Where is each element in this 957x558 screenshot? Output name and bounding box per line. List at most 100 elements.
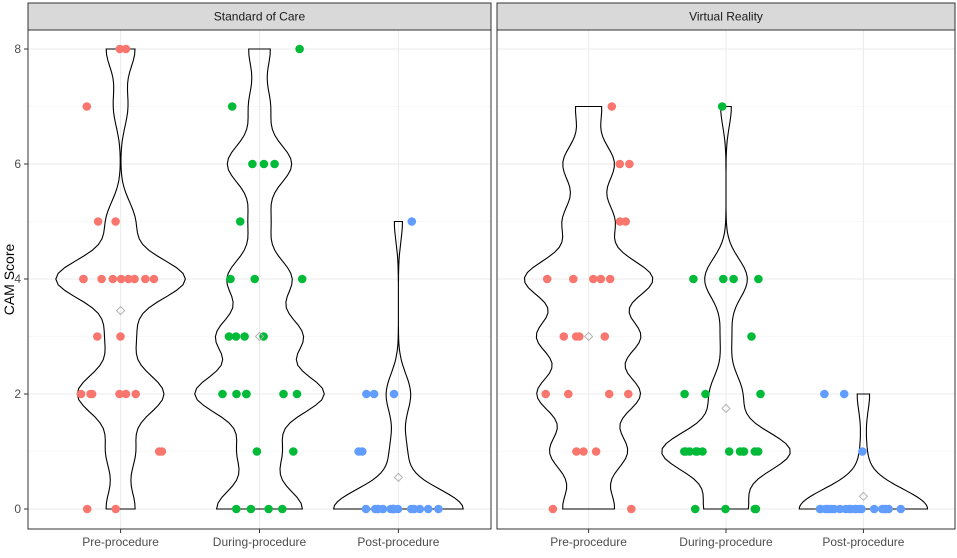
data-point xyxy=(121,389,131,399)
data-point xyxy=(591,447,601,456)
data-point xyxy=(242,389,251,399)
data-point xyxy=(259,159,269,169)
data-point xyxy=(434,504,443,514)
data-point xyxy=(415,504,425,514)
data-point xyxy=(108,274,118,284)
data-point xyxy=(820,389,829,399)
x-tick-label: Pre-procedure xyxy=(550,535,627,549)
data-point xyxy=(82,504,92,514)
mean-marker xyxy=(858,491,869,502)
data-point xyxy=(542,274,552,284)
data-point xyxy=(407,504,416,514)
facet-strip xyxy=(496,2,956,31)
facet-strip-label: Standard of Care xyxy=(214,10,306,24)
y-axis-title: CAM Score xyxy=(1,244,17,316)
data-point xyxy=(248,159,257,169)
data-point xyxy=(232,504,241,514)
data-point xyxy=(541,389,550,399)
data-point xyxy=(224,332,234,341)
data-point xyxy=(97,274,106,284)
data-point xyxy=(548,504,558,514)
data-point xyxy=(575,332,584,341)
data-point xyxy=(680,389,689,399)
data-point xyxy=(869,504,879,514)
data-point xyxy=(605,274,615,284)
data-point xyxy=(854,504,864,514)
data-point xyxy=(896,504,906,514)
data-point xyxy=(858,447,867,456)
data-point xyxy=(717,102,727,111)
violin-post-procedure xyxy=(798,393,929,510)
mean-marker xyxy=(721,403,731,414)
y-tick-label: 0 xyxy=(14,502,21,516)
data-point xyxy=(596,274,606,284)
data-point xyxy=(231,332,241,341)
data-point xyxy=(362,389,371,399)
facet-strip xyxy=(27,2,492,31)
data-point xyxy=(297,274,307,284)
data-point xyxy=(246,504,256,514)
data-point xyxy=(82,102,92,111)
data-point xyxy=(747,332,756,341)
panel-2: Virtual Reality Pre-procedure During-proce… xyxy=(496,2,956,549)
y-tick-label: 4 xyxy=(14,272,21,286)
y-tick-label: 6 xyxy=(14,157,21,171)
data-point xyxy=(756,389,765,399)
data-point xyxy=(423,504,433,514)
x-tick-label: During-procedure xyxy=(679,535,773,549)
violin-during-procedure xyxy=(194,48,325,510)
data-point xyxy=(615,217,625,226)
data-point xyxy=(79,274,88,284)
data-point xyxy=(719,274,728,284)
y-tick-label: 2 xyxy=(14,387,21,401)
data-point xyxy=(240,332,249,341)
data-point xyxy=(389,389,399,399)
data-point xyxy=(121,44,131,54)
data-point xyxy=(825,504,834,514)
data-point xyxy=(115,389,124,399)
data-point xyxy=(141,274,150,284)
x-tick-label: Post-procedure xyxy=(822,535,904,549)
data-point xyxy=(624,389,633,399)
data-point xyxy=(878,504,887,514)
data-point xyxy=(689,274,698,284)
data-point xyxy=(87,389,97,399)
data-point xyxy=(131,389,140,399)
data-point xyxy=(157,447,167,456)
data-point xyxy=(115,44,125,54)
data-point xyxy=(572,447,581,456)
data-point xyxy=(816,504,825,514)
data-point xyxy=(252,447,262,456)
violin-pre-procedure xyxy=(55,48,186,510)
data-point xyxy=(124,274,133,284)
mean-marker xyxy=(115,305,126,316)
data-point xyxy=(839,389,849,399)
data-point xyxy=(264,504,273,514)
data-point xyxy=(604,389,614,399)
mean-marker xyxy=(393,472,404,483)
data-point xyxy=(354,447,363,456)
data-point xyxy=(111,504,120,514)
data-point xyxy=(295,44,304,54)
data-point xyxy=(589,274,598,284)
data-point xyxy=(721,504,730,514)
data-point xyxy=(607,102,617,111)
data-point xyxy=(292,389,302,399)
violin-pre-procedure xyxy=(523,105,654,510)
data-point xyxy=(111,217,120,226)
facet-strip-label: Virtual Reality xyxy=(689,10,763,24)
data-point xyxy=(625,159,634,169)
data-point xyxy=(289,447,298,456)
data-point xyxy=(701,389,710,399)
data-point xyxy=(226,274,235,284)
data-point xyxy=(600,332,610,341)
data-point xyxy=(130,274,139,284)
data-point xyxy=(564,389,573,399)
data-point xyxy=(615,159,625,169)
data-point xyxy=(250,274,259,284)
data-point xyxy=(754,274,763,284)
data-point xyxy=(235,217,245,226)
data-point xyxy=(76,389,86,399)
